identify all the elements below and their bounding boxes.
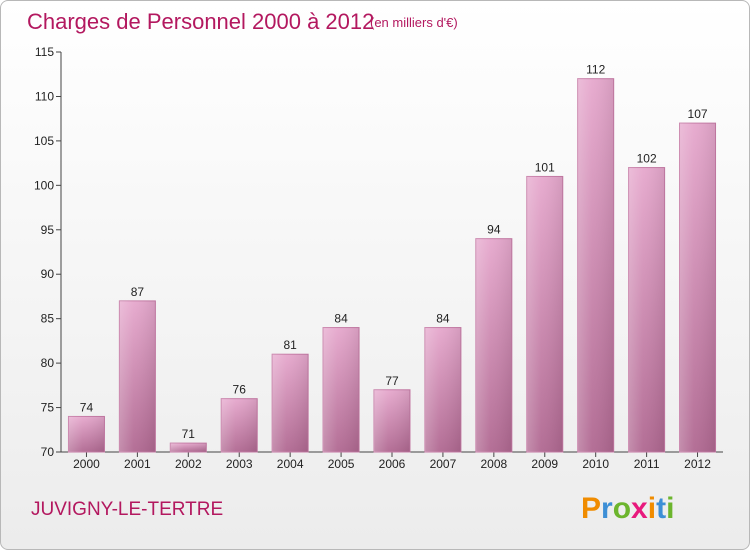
value-label: 77 (385, 374, 399, 388)
bars-group: 74 87 71 76 81 84 77 84 94 101 112 102 107 (67, 63, 717, 453)
logo-letter: t (656, 492, 666, 525)
y-tick-label: 70 (41, 445, 55, 459)
y-tick-label: 95 (41, 223, 55, 237)
logo-letter: r (601, 492, 613, 525)
bar-shine (272, 354, 309, 452)
logo-letter: i (648, 492, 656, 525)
x-tick-label: 2005 (328, 457, 355, 471)
bar-shine (424, 327, 461, 452)
bar-shine (526, 176, 563, 452)
bar-shine (628, 167, 665, 453)
chart-title: Charges de Personnel 2000 à 2012 (27, 9, 374, 34)
x-tick-label: 2009 (531, 457, 558, 471)
proxiti-logo: Proxiti (581, 492, 674, 525)
x-tick-label: 2000 (73, 457, 100, 471)
bar-shine (68, 416, 105, 452)
logo-letter: P (581, 492, 601, 525)
value-label: 107 (688, 107, 708, 121)
bar-shine (119, 300, 156, 452)
value-label: 94 (487, 223, 501, 237)
x-tick-label: 2012 (684, 457, 711, 471)
x-tick-label: 2003 (226, 457, 253, 471)
bar-shine (475, 238, 512, 452)
y-tick-label: 110 (35, 89, 54, 103)
y-tick-label: 85 (41, 312, 55, 326)
value-label: 81 (283, 338, 297, 352)
logo-letter: x (631, 492, 648, 525)
value-label: 112 (586, 63, 605, 77)
value-label: 76 (233, 383, 247, 397)
y-tick-label: 80 (41, 356, 55, 370)
logo-letter: o (613, 492, 631, 525)
y-tick-label: 100 (34, 178, 54, 192)
value-label: 84 (436, 312, 450, 326)
bar-shine (374, 389, 410, 452)
y-tick-label: 90 (41, 267, 55, 281)
axes: 70 75 80 85 90 95 100 105 110 115 2000 2001 2002 2003… (34, 45, 723, 471)
bar-shine (170, 443, 207, 452)
bar-shine (221, 398, 258, 452)
chart-subtitle: (en milliers d'€) (370, 15, 458, 30)
value-label: 101 (535, 160, 555, 174)
x-tick-label: 2008 (480, 457, 507, 471)
value-label: 102 (637, 152, 657, 166)
x-tick-label: 2004 (277, 457, 304, 471)
x-tick-label: 2011 (634, 457, 660, 471)
bar-shine (323, 327, 360, 452)
y-tick-label: 105 (34, 134, 54, 148)
bar-shine (577, 78, 614, 453)
value-label: 74 (80, 400, 94, 414)
y-tick-label: 75 (41, 401, 55, 415)
y-tick-label: 115 (35, 45, 54, 59)
value-label: 71 (182, 427, 196, 441)
logo-letter: i (666, 492, 674, 525)
x-tick-label: 2001 (124, 457, 151, 471)
value-label: 84 (334, 312, 348, 326)
x-tick-label: 2006 (379, 457, 406, 471)
value-label: 87 (131, 285, 145, 299)
x-tick-label: 2010 (582, 457, 609, 471)
x-tick-label: 2007 (430, 457, 457, 471)
town-name: JUVIGNY-LE-TERTRE (31, 499, 223, 520)
bar-shine (679, 123, 716, 452)
x-tick-label: 2002 (175, 457, 202, 471)
